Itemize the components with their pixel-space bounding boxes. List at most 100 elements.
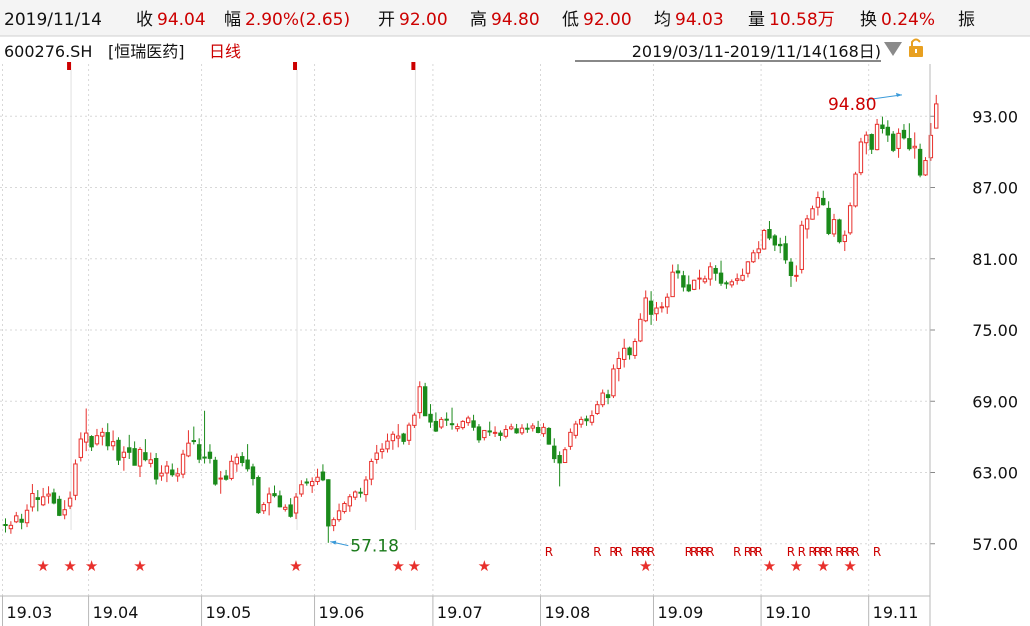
candle <box>778 237 783 254</box>
avg-label: 均 <box>654 10 671 30</box>
period-label[interactable]: 日线 <box>209 42 241 61</box>
candle <box>874 118 880 151</box>
r-marker: R <box>851 545 859 559</box>
candle <box>810 205 815 220</box>
candle-body <box>912 145 917 149</box>
candle <box>164 460 170 483</box>
candle-body <box>266 493 272 504</box>
candle-body <box>439 418 444 428</box>
candle-body <box>304 481 309 484</box>
candle <box>562 447 568 464</box>
candle <box>573 420 578 439</box>
candle <box>444 412 449 426</box>
y-tick-label: 75.00 <box>972 321 1018 340</box>
candle <box>148 452 153 468</box>
star-icon: ★ <box>478 557 491 575</box>
candle-body <box>681 275 686 288</box>
candle-body <box>471 420 476 428</box>
r-marker: R <box>706 545 714 559</box>
dropdown-triangle-icon[interactable] <box>884 42 902 56</box>
candle-body <box>697 277 702 280</box>
candle-body <box>455 426 460 430</box>
candle <box>245 444 250 472</box>
candle <box>288 498 293 518</box>
stock-code: 600276.SH <box>4 42 92 61</box>
candle <box>186 430 191 458</box>
candle-body <box>223 475 229 480</box>
low-label: 低 <box>562 10 579 30</box>
candle <box>584 415 589 426</box>
candle <box>885 120 891 142</box>
candle-body <box>804 218 810 230</box>
candle <box>8 521 14 534</box>
candle <box>578 416 584 428</box>
candle-body <box>519 427 525 434</box>
candle <box>406 422 412 445</box>
candle-body <box>326 479 331 527</box>
candle <box>396 424 401 448</box>
candle <box>67 491 73 510</box>
candle <box>670 264 675 298</box>
candle <box>422 382 428 417</box>
candle <box>611 364 616 399</box>
candle <box>401 432 406 445</box>
candle-body <box>428 413 433 423</box>
r-marker: R <box>685 545 693 559</box>
candle <box>358 487 363 498</box>
candle-body <box>552 445 557 460</box>
lock-icon[interactable] <box>909 38 923 58</box>
candle-body <box>654 307 659 315</box>
candle <box>756 241 761 260</box>
x-tick-label: 19.03 <box>7 603 53 622</box>
candle <box>283 504 288 512</box>
candle-body <box>250 466 256 480</box>
candle <box>535 420 541 434</box>
candle <box>912 132 917 159</box>
max-arrow-icon <box>895 92 902 97</box>
candle-body <box>379 448 385 453</box>
candle-body <box>638 318 643 342</box>
star-icon: ★ <box>790 557 803 575</box>
candle-body <box>288 504 293 517</box>
max-label: 94.80 <box>828 95 877 115</box>
candle <box>196 438 202 464</box>
candle <box>326 479 331 543</box>
candle <box>853 171 858 208</box>
candle-body <box>460 420 466 429</box>
candle <box>336 503 342 522</box>
candle <box>379 443 385 459</box>
candle <box>928 123 934 161</box>
candle <box>686 275 691 293</box>
candle <box>783 235 788 264</box>
candle <box>804 214 810 239</box>
candle <box>449 407 455 430</box>
candle <box>917 143 923 178</box>
candle <box>331 517 336 532</box>
x-tick-label: 19.05 <box>206 603 252 622</box>
candle-body <box>299 484 304 495</box>
candle <box>132 441 137 466</box>
candle <box>428 404 433 428</box>
candle-body <box>578 418 584 425</box>
x-tick-label: 19.07 <box>437 603 483 622</box>
max-pointer <box>865 94 903 101</box>
candle-body <box>207 451 213 459</box>
candle <box>622 338 627 368</box>
candle <box>697 269 702 290</box>
star-icon: ★ <box>392 557 405 575</box>
candle-body <box>148 459 153 464</box>
candle-body <box>934 103 939 129</box>
candle-body <box>202 456 207 459</box>
candle <box>632 338 638 359</box>
candle-body <box>525 427 530 430</box>
candle-body <box>412 414 417 426</box>
candle-body <box>14 515 19 523</box>
candle <box>304 478 309 486</box>
candle-body <box>562 449 568 464</box>
sub-header: 600276.SH [恒瑞医药] 日线 2019/03/11-2019/11/1… <box>4 42 881 61</box>
candle <box>821 190 826 206</box>
candle-body <box>675 270 681 274</box>
stock-name: [恒瑞医药] <box>108 42 185 61</box>
r-marker: R <box>819 545 827 559</box>
